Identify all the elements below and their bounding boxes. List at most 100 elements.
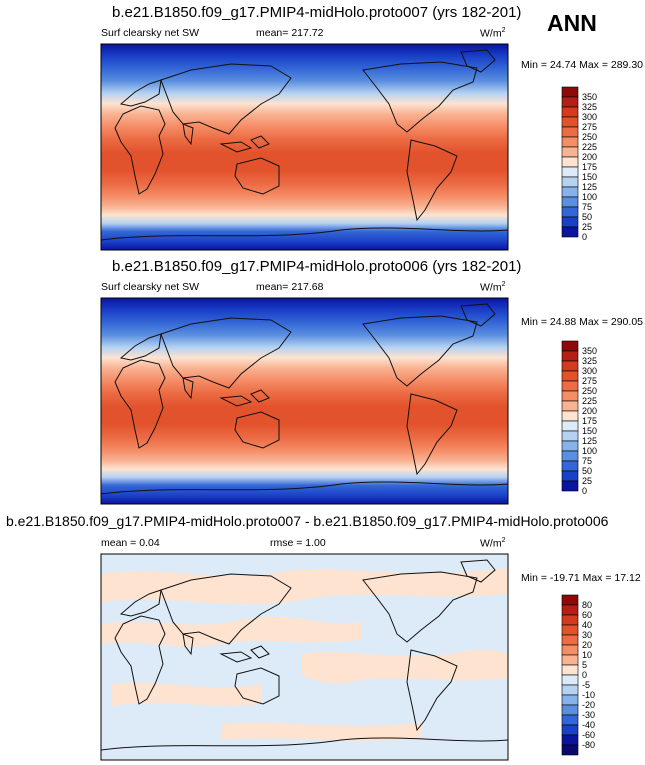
colorbar-swatch — [561, 410, 579, 422]
colorbar-tick-label: 275 — [582, 376, 597, 386]
colorbar-swatch — [561, 106, 579, 118]
colorbar-swatch — [561, 226, 579, 238]
colorbar-swatch — [561, 724, 579, 736]
colorbar-tick-label: 25 — [582, 476, 592, 486]
colorbar-tick-label: 75 — [582, 456, 592, 466]
colorbar-tick-label: 300 — [582, 366, 597, 376]
colorbar-tick-label: -30 — [582, 710, 595, 720]
colorbar-tick-label: -40 — [582, 720, 595, 730]
colorbar-swatch — [561, 146, 579, 158]
colorbar-swatch — [561, 420, 579, 432]
colorbar-swatch — [561, 684, 579, 696]
colorbar-tick-label: 125 — [582, 436, 597, 446]
colorbar-swatch — [561, 176, 579, 188]
panel1-title: b.e21.B1850.f09_g17.PMIP4-midHolo.proto0… — [112, 4, 522, 21]
colorbar-tick-label: 80 — [582, 600, 592, 610]
panel1-map — [100, 43, 509, 251]
colorbar-swatch — [561, 594, 579, 606]
colorbar-swatch — [561, 196, 579, 208]
colorbar-swatch — [561, 360, 579, 372]
colorbar-tick-label: 325 — [582, 356, 597, 366]
panel3-title: b.e21.B1850.f09_g17.PMIP4-midHolo.proto0… — [6, 513, 609, 529]
colorbar-tick-label: 300 — [582, 112, 597, 122]
colorbar-tick-label: -10 — [582, 690, 595, 700]
colorbar-tick-label: 75 — [582, 202, 592, 212]
colorbar-tick-label: 275 — [582, 122, 597, 132]
colorbar-tick-label: -5 — [582, 680, 590, 690]
panel2-variable: Surf clearsky net SW — [101, 281, 200, 293]
panel3-rmse: rmse = 1.00 — [270, 537, 326, 549]
colorbar-swatch — [561, 480, 579, 492]
colorbar-tick-label: 100 — [582, 192, 597, 202]
colorbar-tick-label: 250 — [582, 386, 597, 396]
colorbar-tick-label: 0 — [582, 670, 587, 680]
colorbar-swatch — [561, 704, 579, 716]
colorbar-tick-label: 325 — [582, 102, 597, 112]
colorbar-tick-label: 250 — [582, 132, 597, 142]
colorbar-tick-label: 0 — [582, 232, 587, 242]
colorbar-tick-label: 10 — [582, 650, 592, 660]
colorbar-swatch — [561, 450, 579, 462]
colorbar-swatch — [561, 136, 579, 148]
colorbar-swatch — [561, 430, 579, 442]
colorbar-swatch — [561, 186, 579, 198]
panel3-units: W/m2 — [480, 537, 506, 550]
panel2-units: W/m2 — [480, 281, 506, 294]
colorbar-swatch — [561, 664, 579, 676]
colorbar-swatch — [561, 86, 579, 98]
season-label: ANN — [547, 10, 597, 36]
colorbar-tick-label: 200 — [582, 152, 597, 162]
colorbar-swatch — [561, 380, 579, 392]
colorbar-tick-label: 20 — [582, 640, 592, 650]
panel2-mean: mean= 217.68 — [256, 281, 324, 293]
colorbar-swatch — [561, 624, 579, 636]
colorbar-swatch — [561, 734, 579, 746]
colorbar-tick-label: 50 — [582, 466, 592, 476]
colorbar-swatch — [561, 460, 579, 472]
panel2-title: b.e21.B1850.f09_g17.PMIP4-midHolo.proto0… — [112, 258, 522, 275]
colorbar-swatch — [561, 166, 579, 178]
colorbar-tick-label: -80 — [582, 740, 595, 750]
colorbar-tick-label: -60 — [582, 730, 595, 740]
colorbar-swatch — [561, 714, 579, 726]
colorbar-tick-label: 50 — [582, 212, 592, 222]
colorbar-swatch — [561, 400, 579, 412]
panel1-units: W/m2 — [480, 27, 506, 40]
colorbar-swatch — [561, 370, 579, 382]
colorbar-swatch — [561, 126, 579, 138]
colorbar-tick-label: 60 — [582, 610, 592, 620]
panel2-minmax: Min = 24.88 Max = 290.05 — [521, 316, 643, 328]
panel1-minmax: Min = 24.74 Max = 289.30 — [521, 59, 643, 71]
colorbar-swatch — [561, 350, 579, 362]
colorbar-tick-label: 200 — [582, 406, 597, 416]
colorbar-tick-label: 40 — [582, 620, 592, 630]
colorbar-swatch — [561, 96, 579, 108]
colorbar-tick-label: -20 — [582, 700, 595, 710]
colorbar-swatch — [561, 206, 579, 218]
colorbar-swatch — [561, 674, 579, 686]
colorbar-tick-label: 100 — [582, 446, 597, 456]
colorbar-tick-label: 150 — [582, 426, 597, 436]
colorbar-tick-label: 225 — [582, 396, 597, 406]
colorbar-swatch — [561, 634, 579, 646]
colorbar-swatch — [561, 654, 579, 666]
colorbar-swatch — [561, 340, 579, 352]
colorbar-tick-label: 0 — [582, 486, 587, 496]
panel1-variable: Surf clearsky net SW — [101, 27, 200, 39]
panel1-mean: mean= 217.72 — [256, 27, 324, 39]
colorbar-tick-label: 5 — [582, 660, 587, 670]
colorbar-swatch — [561, 604, 579, 616]
colorbar-swatch — [561, 694, 579, 706]
colorbar-tick-label: 25 — [582, 222, 592, 232]
panel2-map — [100, 297, 509, 505]
colorbar-swatch — [561, 744, 579, 756]
colorbar-tick-label: 175 — [582, 162, 597, 172]
colorbar-tick-label: 350 — [582, 346, 597, 356]
colorbar-swatch — [561, 440, 579, 452]
panel3-minmax: Min = -19.71 Max = 17.12 — [521, 572, 641, 584]
colorbar-tick-label: 225 — [582, 142, 597, 152]
colorbar-swatch — [561, 116, 579, 128]
